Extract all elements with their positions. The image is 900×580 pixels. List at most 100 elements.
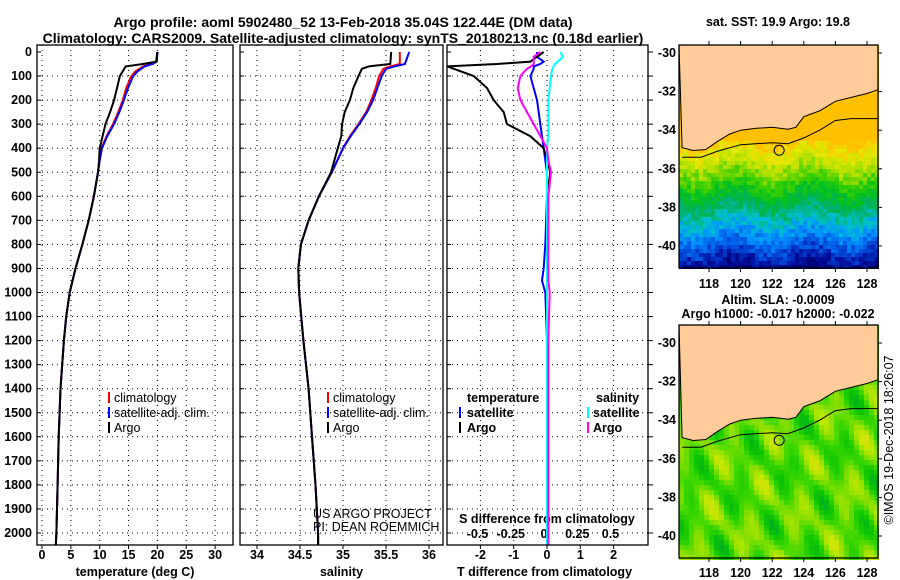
map-cell (859, 141, 863, 145)
map-cell (815, 229, 819, 233)
map-cell (703, 265, 707, 269)
map-cell (694, 515, 699, 520)
map-cell (759, 181, 763, 185)
map-cell (831, 173, 835, 177)
map-cell (875, 169, 879, 173)
map-cell (835, 189, 839, 193)
map-cell (794, 430, 799, 435)
map-cell (771, 249, 775, 253)
map-cell (774, 480, 779, 485)
map-cell (763, 137, 767, 141)
map-cell (794, 520, 799, 525)
map-cell (819, 233, 823, 237)
map-cell (755, 177, 759, 181)
map-cell (694, 490, 699, 495)
map-cell (747, 145, 751, 149)
map-cell (867, 249, 871, 253)
map-cell (694, 540, 699, 545)
map-cell (815, 125, 819, 129)
map-cell (687, 197, 691, 201)
map-cell (874, 490, 879, 495)
map-cell (679, 500, 684, 505)
map-cell (851, 229, 855, 233)
map-cell (784, 455, 789, 460)
map-cell (867, 193, 871, 197)
map-cell (869, 545, 874, 550)
map-cell (849, 510, 854, 515)
map-cell (734, 445, 739, 450)
map-cell (823, 213, 827, 217)
map-cell (767, 225, 771, 229)
map-cell (829, 420, 834, 425)
map-cell (684, 540, 689, 545)
map-cell (744, 440, 749, 445)
title-line-2: Climatology: CARS2009. Satellite-adjuste… (43, 30, 644, 46)
map-cell (839, 213, 843, 217)
map-cell (731, 197, 735, 201)
map-cell (791, 133, 795, 137)
map-cell (843, 173, 847, 177)
map-cell (855, 189, 859, 193)
map-cell (869, 495, 874, 500)
map-cell (869, 445, 874, 450)
map-cell (764, 445, 769, 450)
map-cell (823, 193, 827, 197)
map-cell (854, 520, 859, 525)
map-cell (679, 265, 683, 269)
x-tick-label: 20 (150, 548, 164, 562)
map-cell (751, 237, 755, 241)
map-cell (754, 530, 759, 535)
map-cell (679, 213, 683, 217)
map-cell (727, 209, 731, 213)
map-cell (799, 490, 804, 495)
map-cell (847, 237, 851, 241)
map-cell (795, 157, 799, 161)
map-cell (715, 173, 719, 177)
map-cell (849, 415, 854, 420)
map-cell (823, 141, 827, 145)
map-cell (719, 465, 724, 470)
map-cell (775, 129, 779, 133)
map-cell (783, 145, 787, 149)
map-cell (759, 435, 764, 440)
map-cell (847, 229, 851, 233)
map-cell (763, 205, 767, 209)
map-cell (869, 490, 874, 495)
x-tick-label: 30 (208, 548, 222, 562)
map-cell (767, 265, 771, 269)
depth-tick-label: 1900 (4, 502, 32, 516)
map-cell (794, 530, 799, 535)
map-cell (803, 241, 807, 245)
map-cell (749, 470, 754, 475)
map-cell (874, 545, 879, 550)
map-cell (839, 257, 843, 261)
map-cell (679, 129, 683, 133)
map-cell (851, 137, 855, 141)
map-cell (799, 465, 804, 470)
map-cell (695, 189, 699, 193)
map-cell (723, 229, 727, 233)
map-cell (874, 460, 879, 465)
map-cell (747, 217, 751, 221)
map-cell (734, 515, 739, 520)
map-cell (864, 460, 869, 465)
map-cell (864, 485, 869, 490)
map-cell (759, 460, 764, 465)
map-cell (684, 505, 689, 510)
map-cell (871, 157, 875, 161)
map-cell (744, 420, 749, 425)
map-cell (863, 157, 867, 161)
map-cell (869, 535, 874, 540)
map-cell (867, 241, 871, 245)
map-cell (747, 241, 751, 245)
map-cell (699, 530, 704, 535)
map-cell (829, 430, 834, 435)
map-cell (755, 225, 759, 229)
map-cell (789, 465, 794, 470)
map-cell (795, 265, 799, 269)
map-cell (714, 510, 719, 515)
map-cell (783, 137, 787, 141)
map-cell (827, 217, 831, 221)
map-cell (779, 265, 783, 269)
map-cell (859, 405, 864, 410)
